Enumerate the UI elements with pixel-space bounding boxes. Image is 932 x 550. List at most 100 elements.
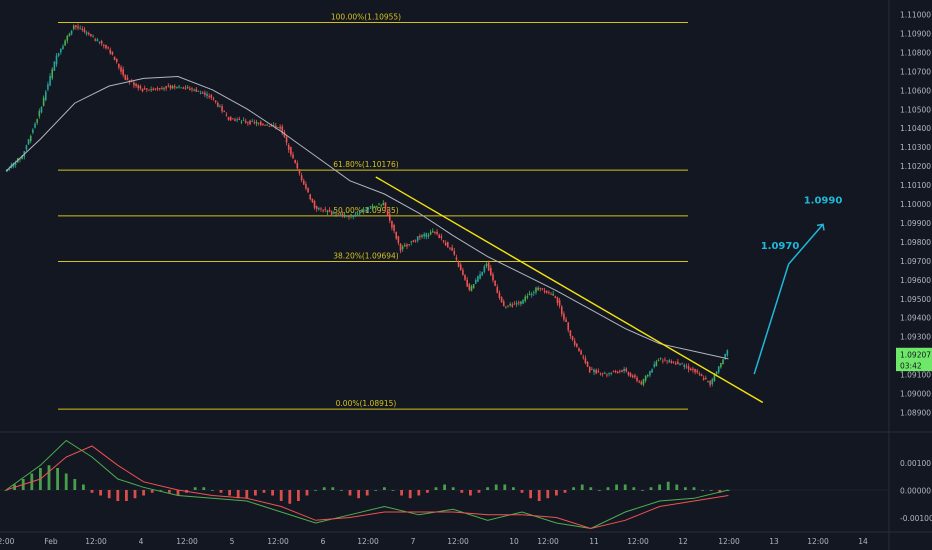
candle-body xyxy=(438,234,441,239)
candle-body xyxy=(378,203,380,205)
candle-body xyxy=(335,214,337,216)
candle-body xyxy=(64,40,66,46)
candle-body xyxy=(457,262,460,267)
macd-histogram-bar xyxy=(305,490,309,496)
candle-body xyxy=(425,233,428,238)
candle-body xyxy=(651,369,653,373)
time-tick-label: 12:00 xyxy=(537,537,559,546)
candle-body xyxy=(410,241,413,243)
macd-histogram-bar xyxy=(90,490,94,493)
macd-histogram-bar xyxy=(546,490,550,499)
candle-body xyxy=(565,319,567,322)
candle-body xyxy=(664,359,666,361)
candle-body xyxy=(655,361,658,367)
candle-body xyxy=(404,245,406,247)
price-tick-label: 1.09700 xyxy=(900,257,931,266)
macd-histogram-bar xyxy=(615,484,618,490)
candle-body xyxy=(629,373,632,377)
candle-body xyxy=(171,86,174,89)
candle-body xyxy=(358,213,361,215)
candle-body xyxy=(85,32,88,34)
candle-body xyxy=(674,363,677,365)
candle-body xyxy=(490,267,492,276)
macd-histogram-bar xyxy=(168,490,171,493)
candle-body xyxy=(517,302,520,304)
projection-arrowhead xyxy=(816,223,825,231)
macd-pane[interactable] xyxy=(0,439,889,530)
time-tick-label: 2:00 xyxy=(0,537,15,546)
candle-body xyxy=(105,45,107,49)
price-axis[interactable]: 1.11000 1.10900 1.10800 1.10700 1.10600 1.105… xyxy=(896,11,932,418)
candle-body xyxy=(485,263,488,266)
macd-histogram-bar xyxy=(580,484,584,490)
candle-body xyxy=(255,122,258,124)
candle-body xyxy=(348,216,350,218)
candle-body xyxy=(625,368,628,372)
candle-body xyxy=(636,377,638,381)
candle-body xyxy=(657,360,660,362)
macd-histogram-bar xyxy=(133,490,137,499)
macd-histogram-bar xyxy=(357,490,360,499)
candle-body xyxy=(25,145,28,150)
candle-body xyxy=(34,123,36,128)
candle-body xyxy=(623,368,625,372)
time-axis[interactable]: 2:00 Feb 12:00 4 12:00 5 12:00 6 12:00 7 12:00 10 12… xyxy=(0,537,868,546)
macd-histogram-bar xyxy=(408,490,412,499)
target-label-1: 1.0970 xyxy=(761,241,800,252)
macd-histogram-bar xyxy=(262,490,266,493)
candle-body xyxy=(126,77,129,80)
candle-body xyxy=(103,44,105,46)
candle-body xyxy=(204,92,206,95)
time-tick-label: 12:00 xyxy=(267,537,289,546)
time-tick-label: 12:00 xyxy=(718,537,740,546)
candle-body xyxy=(322,210,324,212)
candle-body xyxy=(548,292,550,294)
candle-body xyxy=(214,100,217,103)
candle-body xyxy=(44,91,47,101)
candle-body xyxy=(606,374,608,376)
candle-body xyxy=(496,287,499,293)
macd-histogram-bar xyxy=(202,487,206,490)
candle-body xyxy=(182,87,185,89)
macd-histogram-bar xyxy=(529,490,532,499)
price-tick-label: 1.09000 xyxy=(900,390,931,399)
candle-body xyxy=(148,89,150,91)
macd-histogram-bar xyxy=(520,490,524,493)
candle-body xyxy=(384,202,387,209)
candle-body xyxy=(416,236,419,241)
macd-histogram-bar xyxy=(331,487,335,490)
candle-body xyxy=(361,210,363,212)
time-tick-label: 12:00 xyxy=(357,537,379,546)
candle-body xyxy=(176,86,178,88)
candle-body xyxy=(576,343,578,347)
candle-body xyxy=(141,88,144,92)
time-tick-label: 11 xyxy=(589,537,599,546)
fib-level-label: 38.20%(1.09694) xyxy=(333,251,399,260)
candle-body xyxy=(694,368,696,373)
candle-body xyxy=(83,29,86,33)
candle-body xyxy=(709,380,711,386)
price-pane[interactable]: 100.00%(1.10955)61.80%(1.10176)50.00%(1.… xyxy=(5,13,842,410)
candle-body xyxy=(668,360,671,363)
macd-histogram-bar xyxy=(150,490,154,493)
price-tick-label: 1.08900 xyxy=(900,408,931,417)
candle-body xyxy=(195,89,198,92)
candle-body xyxy=(225,114,228,116)
candle-body xyxy=(21,155,23,159)
price-tick-label: 1.09600 xyxy=(900,276,931,285)
macd-histogram-bar xyxy=(606,487,610,490)
projection-arrow xyxy=(753,223,824,375)
candle-body xyxy=(352,216,355,217)
candle-body xyxy=(455,257,458,260)
price-tick-label: 1.10800 xyxy=(900,48,931,57)
price-tick-label: 1.10600 xyxy=(900,86,931,95)
macd-axis[interactable]: 0.00100 0.00000 -0.00100 xyxy=(900,459,932,523)
candle-body xyxy=(621,370,623,372)
macd-histogram-bar xyxy=(56,468,59,490)
candle-body xyxy=(302,180,305,185)
macd-histogram-bar xyxy=(469,490,472,496)
candle-body xyxy=(692,368,694,371)
candle-body xyxy=(210,95,213,98)
candle-body xyxy=(702,378,705,380)
